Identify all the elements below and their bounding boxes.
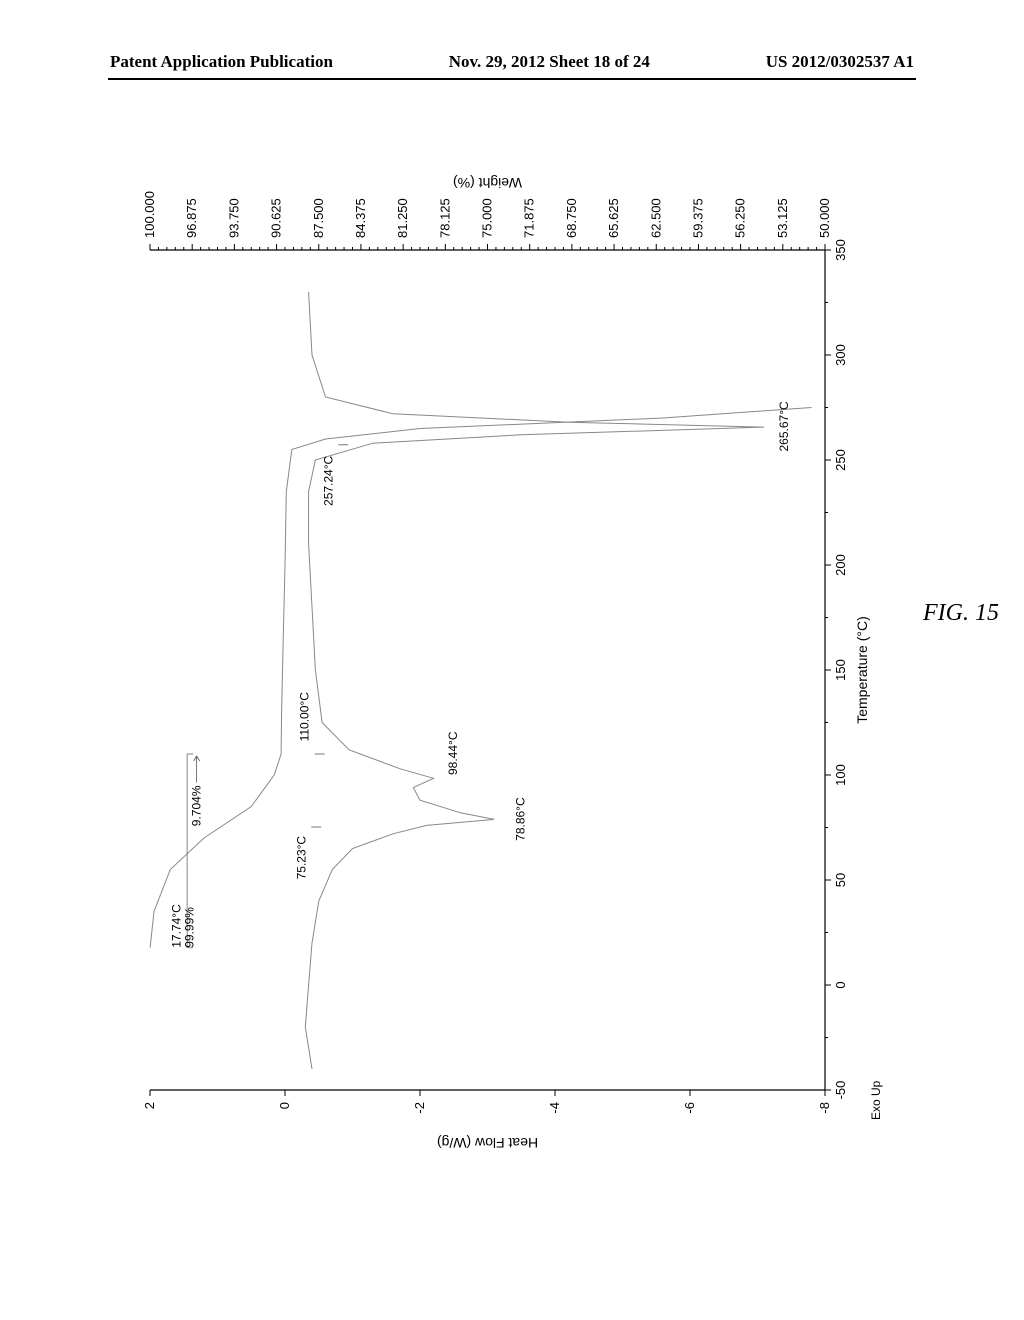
svg-text:300: 300 — [833, 344, 848, 366]
svg-text:100: 100 — [833, 764, 848, 786]
svg-text:110.00°C: 110.00°C — [298, 692, 312, 742]
svg-text:93.750: 93.750 — [226, 198, 241, 238]
svg-text:150: 150 — [833, 659, 848, 681]
svg-text:81.250: 81.250 — [395, 198, 410, 238]
tga-curve — [150, 408, 811, 948]
svg-text:87.500: 87.500 — [311, 198, 326, 238]
svg-text:-4: -4 — [547, 1102, 562, 1114]
page-header: Patent Application Publication Nov. 29, … — [0, 52, 1024, 72]
svg-text:Heat Flow (W/g): Heat Flow (W/g) — [437, 1135, 538, 1151]
svg-text:78.125: 78.125 — [437, 198, 452, 238]
svg-text:-50: -50 — [833, 1081, 848, 1100]
svg-text:0: 0 — [833, 981, 848, 988]
svg-text:250: 250 — [833, 449, 848, 471]
svg-text:75.000: 75.000 — [480, 198, 495, 238]
svg-text:78.86°C: 78.86°C — [514, 797, 528, 841]
svg-text:62.500: 62.500 — [648, 198, 663, 238]
svg-text:-6: -6 — [682, 1102, 697, 1114]
figure-caption: FIG. 15 — [923, 600, 999, 627]
svg-text:98.44°C: 98.44°C — [446, 731, 460, 775]
svg-text:Weight (%): Weight (%) — [453, 175, 522, 191]
header-center: Nov. 29, 2012 Sheet 18 of 24 — [449, 52, 650, 72]
svg-text:96.875: 96.875 — [184, 198, 199, 238]
svg-text:71.875: 71.875 — [522, 198, 537, 238]
svg-text:-8: -8 — [817, 1102, 832, 1114]
svg-text:90.625: 90.625 — [269, 198, 284, 238]
svg-text:50.000: 50.000 — [817, 198, 832, 238]
svg-text:Temperature (°C): Temperature (°C) — [854, 616, 870, 724]
svg-text:Exo Up: Exo Up — [869, 1080, 883, 1120]
svg-text:17.74°C: 17.74°C — [169, 904, 183, 948]
svg-text:-2: -2 — [412, 1102, 427, 1114]
svg-text:50: 50 — [833, 873, 848, 887]
svg-text:53.125: 53.125 — [775, 198, 790, 238]
header-rule — [108, 78, 916, 80]
svg-text:65.625: 65.625 — [606, 198, 621, 238]
svg-text:257.24°C: 257.24°C — [321, 455, 335, 506]
header-left: Patent Application Publication — [110, 52, 333, 72]
svg-text:9.704%: 9.704% — [190, 785, 204, 826]
svg-text:350: 350 — [833, 239, 848, 261]
svg-text:75.23°C: 75.23°C — [294, 836, 308, 880]
figure-container: -50 0 50 100 150 200 250 300 350 Temperature (°C)… — [130, 155, 895, 1165]
svg-text:59.375: 59.375 — [690, 198, 705, 238]
svg-text:100.000: 100.000 — [142, 191, 157, 238]
svg-text:2: 2 — [142, 1102, 157, 1109]
dsc-tga-chart: -50 0 50 100 150 200 250 300 350 Temperature (°C)… — [130, 155, 895, 1165]
svg-text:84.375: 84.375 — [353, 198, 368, 238]
svg-text:265.67°C: 265.67°C — [777, 401, 791, 452]
header-right: US 2012/0302537 A1 — [766, 52, 914, 72]
svg-text:68.750: 68.750 — [564, 198, 579, 238]
svg-text:56.250: 56.250 — [733, 198, 748, 238]
dsc-curve — [305, 292, 764, 1069]
svg-text:200: 200 — [833, 554, 848, 576]
svg-text:0: 0 — [277, 1102, 292, 1109]
svg-text:99.99%: 99.99% — [182, 907, 196, 948]
